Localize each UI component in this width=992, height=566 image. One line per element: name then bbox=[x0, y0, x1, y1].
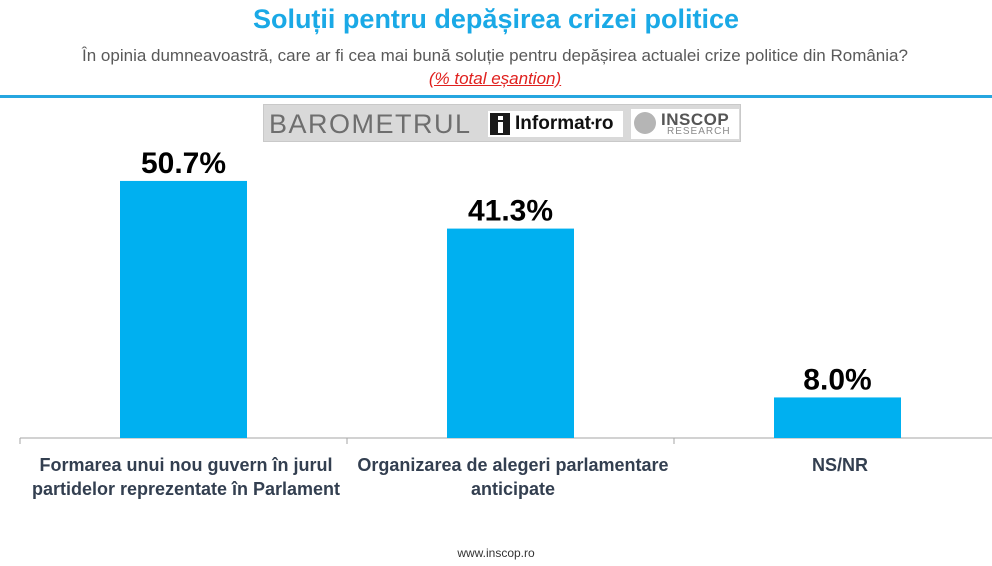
category-label-1: Formarea unui nou guvern în jurul partid… bbox=[31, 455, 341, 499]
data-label-3: 8.0% bbox=[803, 363, 871, 396]
sponsor-logo-bar: BAROMETRUL Informat•ro INSCOP RESEARCH bbox=[263, 104, 741, 142]
inscop-circle-icon bbox=[634, 112, 656, 134]
category-label-2: Organizarea de alegeri parlamentare anti… bbox=[357, 455, 669, 499]
subtitle-question: În opinia dumneavoastră, care ar fi cea … bbox=[82, 46, 908, 65]
chart-subtitle: În opinia dumneavoastră, care ar fi cea … bbox=[70, 44, 920, 90]
data-label-2: 41.3% bbox=[468, 195, 553, 228]
subtitle-note: (% total eșantion) bbox=[428, 69, 562, 88]
inscop-logo: INSCOP RESEARCH bbox=[631, 109, 739, 139]
inscop-logo-text: INSCOP bbox=[661, 110, 730, 129]
info-icon bbox=[490, 113, 510, 135]
informat-logo: Informat•ro bbox=[488, 111, 623, 137]
informat-logo-text: Informat•ro bbox=[515, 113, 614, 134]
data-label-1: 50.7% bbox=[141, 150, 226, 180]
footer-url: www.inscop.ro bbox=[457, 546, 535, 560]
barometrul-logo: BAROMETRUL bbox=[269, 109, 472, 139]
bar-chart: 50.7% 41.3% 8.0% bbox=[19, 150, 992, 444]
bar-1 bbox=[120, 180, 247, 439]
bar-3 bbox=[774, 397, 901, 438]
header-divider bbox=[0, 95, 992, 98]
category-label-3: NS/NR bbox=[811, 455, 868, 475]
bar-2 bbox=[447, 228, 574, 438]
chart-title: Soluții pentru depășirea crizei politice bbox=[252, 4, 740, 34]
research-logo-text: RESEARCH bbox=[667, 126, 731, 137]
